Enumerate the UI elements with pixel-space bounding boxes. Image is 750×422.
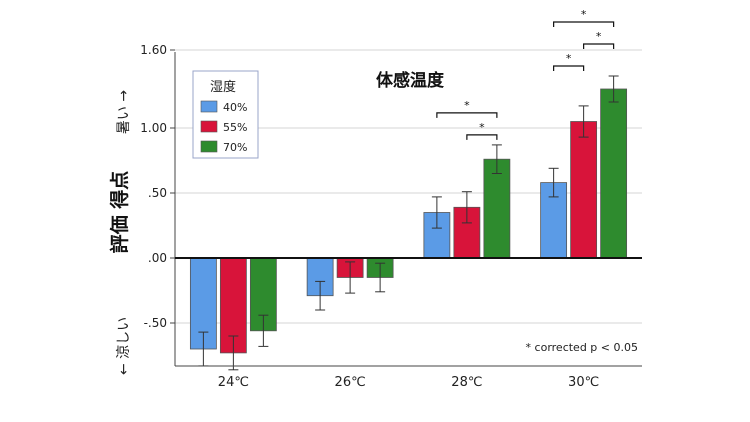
axes [170, 49, 642, 367]
y-tick-labels: 1.60 1.00 .50 .00 -.50 [140, 43, 167, 330]
x-tick-label: 24℃ [218, 375, 249, 390]
legend-item: 40% [200, 100, 247, 114]
significance-star: * [464, 99, 470, 112]
x-tick-label: 30℃ [568, 375, 599, 390]
significance-bracket: * [583, 30, 615, 49]
error-bar [228, 335, 239, 371]
y-tick-label: 1.00 [140, 121, 167, 135]
error-bar [315, 280, 326, 311]
legend-swatch [200, 140, 218, 153]
significance-bracket: * [553, 8, 615, 27]
legend-item: 55% [200, 120, 247, 134]
y-axis-label-bottom: ← 涼しい [116, 317, 132, 375]
legend-label: 55% [223, 121, 247, 134]
error-bar [461, 191, 472, 224]
error-bar [258, 314, 269, 347]
x-tick-label: 28℃ [451, 375, 482, 390]
chart-title: 体感温度 [376, 70, 445, 91]
y-tick-label: 1.60 [140, 43, 167, 57]
error-bar [431, 196, 442, 229]
significance-bracket: * [553, 52, 585, 71]
legend-item: 70% [200, 140, 247, 154]
significance-star: * [596, 30, 602, 43]
significance-star: * [566, 52, 572, 65]
y-tick-label: -.50 [144, 316, 167, 330]
legend-label: 40% [223, 101, 247, 114]
error-bar [548, 167, 559, 198]
bar [570, 121, 598, 259]
bar [483, 158, 511, 259]
error-bar [578, 105, 589, 138]
legend: 湿度 40% 55% 70% [192, 70, 259, 159]
y-tick-label: .00 [148, 251, 167, 265]
y-tick-label: .50 [148, 186, 167, 200]
error-bars [198, 75, 619, 371]
y-axis-label-main: 評価 得点 [108, 171, 131, 254]
significance-bracket: * [466, 121, 498, 140]
legend-title: 湿度 [210, 79, 236, 95]
y-axis-label: 評価 得点 暑い → ← 涼しい [108, 90, 132, 375]
y-axis-label-top: 暑い → [116, 90, 132, 134]
x-tick-labels: 24℃ 26℃ 28℃ 30℃ [218, 375, 599, 390]
bar [600, 88, 628, 259]
legend-label: 70% [223, 141, 247, 154]
error-bar [375, 262, 386, 293]
error-bar [345, 261, 356, 294]
significance-brackets: * * * * * [436, 8, 615, 140]
error-bar [491, 144, 502, 174]
legend-swatch [200, 120, 218, 133]
x-tick-label: 26℃ [335, 375, 366, 390]
error-bar [608, 75, 619, 103]
significance-star: * [479, 121, 485, 134]
annotation-note: * corrected p < 0.05 [526, 341, 638, 354]
legend-swatch [200, 100, 218, 113]
significance-bracket: * [436, 99, 498, 118]
significance-star: * [581, 8, 587, 21]
